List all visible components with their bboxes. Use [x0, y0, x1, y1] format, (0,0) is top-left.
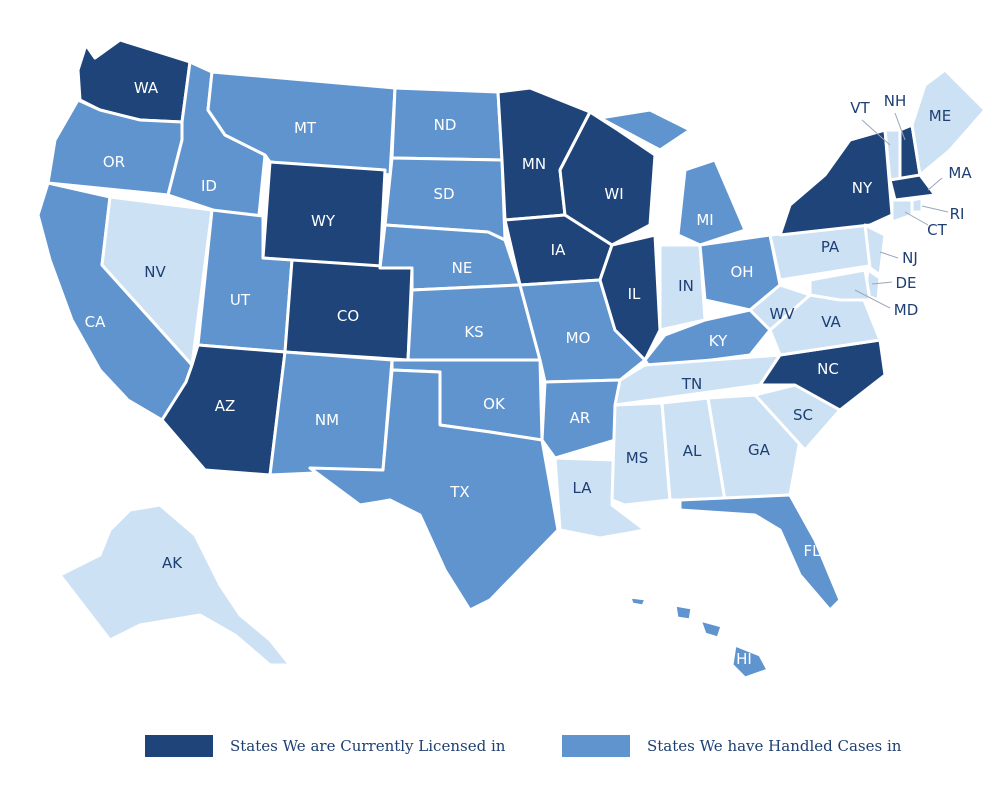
label-OH: OH: [730, 263, 753, 281]
label-UT: UT: [230, 291, 251, 309]
label-CT: CT: [927, 221, 947, 239]
state-HI[interactable]: [628, 595, 770, 680]
label-IA: IA: [551, 241, 566, 259]
label-VA: VA: [821, 313, 841, 331]
label-KS: KS: [464, 323, 483, 341]
label-NH: NH: [884, 92, 907, 110]
label-WA: WA: [134, 79, 159, 97]
label-LA: LA: [573, 479, 593, 497]
leader-ri: [921, 205, 949, 213]
label-NY: NY: [852, 179, 873, 197]
label-PA: PA: [821, 238, 840, 256]
label-GA: GA: [748, 441, 771, 459]
label-NJ: NJ: [902, 249, 918, 267]
leader-ct: [904, 211, 929, 226]
label-WV: WV: [769, 305, 795, 323]
label-ME: ME: [929, 107, 951, 125]
label-HI: HI: [736, 650, 752, 668]
label-ID: ID: [201, 177, 217, 195]
state-NY[interactable]: [778, 128, 894, 237]
state-MA[interactable]: [888, 173, 937, 202]
state-CT[interactable]: [890, 198, 914, 224]
label-NV: NV: [144, 263, 166, 281]
state-NJ[interactable]: [863, 223, 887, 277]
label-AR: AR: [570, 409, 591, 427]
label-MD: MD: [894, 301, 919, 319]
label-CO: CO: [337, 307, 359, 325]
leader-nh: [894, 112, 906, 141]
leader-nj: [879, 251, 899, 259]
label-RI: RI: [950, 205, 965, 223]
label-TN: TN: [681, 375, 702, 393]
label-SD: SD: [433, 185, 454, 203]
label-MN: MN: [522, 155, 546, 173]
leader-de: [871, 281, 893, 285]
label-DE: DE: [895, 274, 916, 292]
state-MD[interactable]: [808, 268, 872, 302]
label-CA: CA: [85, 313, 106, 331]
legend-handled-label: States We have Handled Cases in: [647, 737, 902, 755]
label-MT: MT: [294, 119, 317, 137]
label-MI: MI: [696, 211, 713, 229]
state-MS[interactable]: [610, 401, 672, 507]
legend-licensed-swatch: [145, 735, 213, 757]
label-MA: MA: [948, 164, 972, 182]
state-labels: WA OR CA NV ID MT WY UT CO AZ NM ND SD N…: [85, 79, 973, 668]
label-VT: VT: [850, 99, 870, 117]
state-AR[interactable]: [540, 378, 622, 460]
label-NE: NE: [452, 259, 473, 277]
state-AK[interactable]: [58, 503, 292, 667]
states-layer: [36, 38, 987, 680]
label-NC: NC: [817, 360, 839, 378]
label-OK: OK: [483, 395, 506, 413]
label-SC: SC: [793, 406, 813, 424]
legend-licensed-label: States We are Currently Licensed in: [230, 737, 506, 755]
label-KY: KY: [709, 332, 728, 350]
label-AZ: AZ: [215, 397, 236, 415]
label-FL: FL: [804, 542, 822, 560]
label-AL: AL: [683, 442, 702, 460]
legend-handled-swatch: [562, 735, 630, 757]
label-MS: MS: [626, 449, 648, 467]
label-NM: NM: [315, 411, 339, 429]
state-FL[interactable]: [678, 493, 842, 612]
label-IN: IN: [678, 277, 694, 295]
state-MI[interactable]: [598, 108, 747, 247]
label-WI: WI: [604, 185, 623, 203]
leader-lines: [854, 112, 949, 309]
state-WI[interactable]: [558, 110, 657, 247]
label-OR: OR: [103, 153, 125, 171]
label-MO: MO: [566, 329, 591, 347]
leader-vt: [861, 119, 891, 146]
label-ND: ND: [434, 116, 457, 134]
map-legend: States We are Currently Licensed in Stat…: [145, 735, 902, 757]
leader-md: [854, 289, 891, 309]
label-WY: WY: [311, 212, 336, 230]
label-TX: TX: [449, 483, 469, 501]
leader-ma: [927, 177, 943, 191]
state-TX[interactable]: [308, 368, 560, 612]
label-AK: AK: [162, 554, 183, 572]
label-IL: IL: [628, 285, 641, 303]
